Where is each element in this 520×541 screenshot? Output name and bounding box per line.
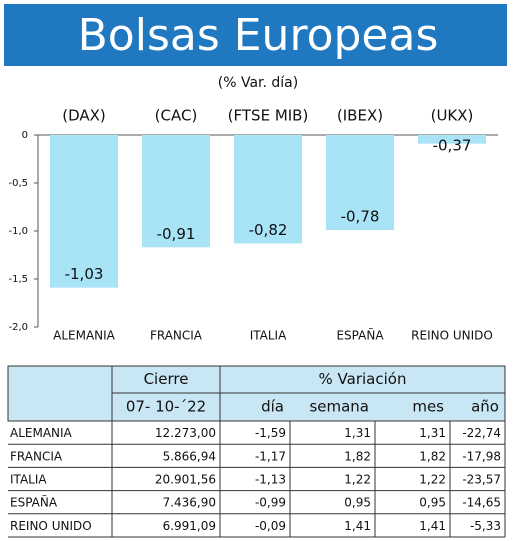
table-cell: 7.436,90: [163, 496, 216, 510]
index-label: (DAX): [62, 107, 106, 125]
index-label: (FTSE MIB): [228, 107, 309, 125]
table-cell: 1,82: [344, 449, 371, 463]
x-tick-label: ITALIA: [250, 329, 287, 343]
y-tick-label: -2,0: [8, 322, 28, 333]
y-tick-label: -1,5: [8, 274, 28, 285]
table-cell: -1,13: [255, 473, 286, 487]
table-cell: -14,65: [462, 496, 501, 510]
bar: [417, 135, 487, 144]
index-label: (CAC): [155, 107, 198, 125]
bar: [141, 135, 211, 248]
y-tick-label: -1,0: [8, 226, 28, 237]
group-header: Cierre: [144, 370, 189, 388]
index-label: (UKX): [431, 107, 474, 125]
bar-annotation: -0,78: [341, 208, 380, 226]
table-cell: 1,31: [419, 426, 446, 440]
table-cell: -23,57: [462, 473, 501, 487]
table-cell: ALEMANIA: [10, 426, 73, 440]
table-cell: -17,98: [462, 449, 501, 463]
x-tick-label: ALEMANIA: [53, 329, 116, 343]
table-cell: 6.991,09: [163, 519, 216, 533]
bar: [233, 135, 303, 244]
table-cell: FRANCIA: [10, 449, 63, 463]
table-cell: REINO UNIDO: [10, 519, 92, 533]
chart-title: Bolsas Europeas: [78, 10, 439, 61]
table-cell: -0,09: [255, 519, 286, 533]
table-cell: -22,74: [462, 426, 501, 440]
y-tick-label: 0: [22, 130, 28, 141]
table-cell: -1,59: [255, 426, 286, 440]
bar-annotation: -0,37: [433, 137, 472, 155]
column-header: semana: [309, 398, 369, 416]
table-cell: ITALIA: [10, 473, 47, 487]
table-cell: 0,95: [419, 496, 446, 510]
table-cell: 5.866,94: [163, 449, 216, 463]
table-cell: ESPAÑA: [10, 495, 58, 510]
table-cell: 12.273,00: [155, 426, 216, 440]
table-cell: -0,99: [255, 496, 286, 510]
bar: [49, 135, 119, 288]
bar-annotation: -0,82: [249, 221, 288, 239]
bar: [325, 135, 395, 231]
column-header: año: [471, 398, 499, 416]
table-cell: 1,22: [344, 473, 371, 487]
table-cell: 1,41: [419, 519, 446, 533]
table-cell: -5,33: [470, 519, 501, 533]
bar-annotation: -1,03: [65, 265, 104, 283]
bar-annotation: -0,91: [157, 225, 196, 243]
table-cell: 1,31: [344, 426, 371, 440]
x-tick-label: FRANCIA: [150, 329, 203, 343]
chart-subtitle: (% Var. día): [218, 75, 298, 91]
y-tick-label: -0,5: [8, 178, 28, 189]
column-header: 07- 10-´22: [126, 398, 206, 416]
x-tick-label: ESPAÑA: [336, 328, 384, 343]
column-header: mes: [412, 398, 444, 416]
table-cell: 20.901,56: [155, 473, 216, 487]
table-cell: 0,95: [344, 496, 371, 510]
index-label: (IBEX): [337, 107, 383, 125]
table-cell: 1,82: [419, 449, 446, 463]
column-header: día: [261, 398, 284, 416]
table-cell: 1,41: [344, 519, 371, 533]
group-header: % Variación: [319, 370, 407, 388]
table-cell: -1,17: [255, 449, 286, 463]
x-tick-label: REINO UNIDO: [411, 329, 493, 343]
title-banner: [4, 4, 507, 66]
table-cell: 1,22: [419, 473, 446, 487]
